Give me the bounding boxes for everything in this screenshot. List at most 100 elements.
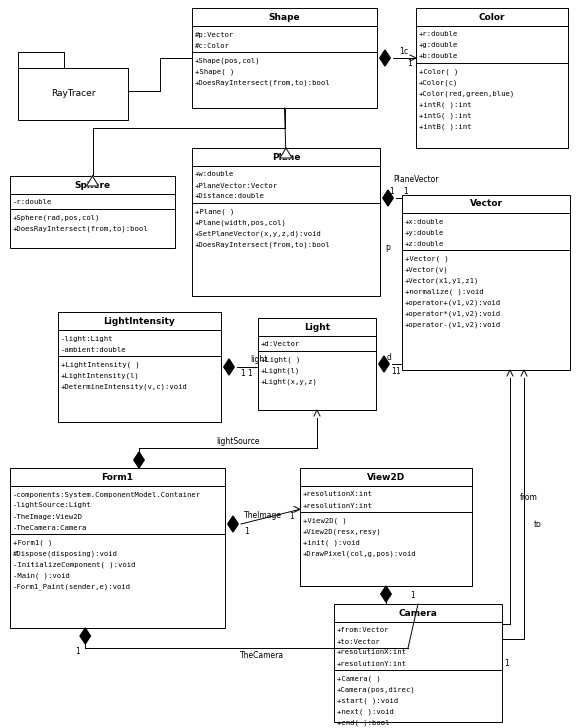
- Text: +DoesRayIntersect(from,to):bool: +DoesRayIntersect(from,to):bool: [195, 79, 331, 86]
- Polygon shape: [380, 50, 390, 66]
- Text: +r:double: +r:double: [419, 31, 458, 38]
- Text: +init( ):void: +init( ):void: [303, 539, 360, 546]
- Text: +Vector(v): +Vector(v): [405, 266, 449, 273]
- Text: 1: 1: [392, 366, 396, 376]
- Text: -components:System.ComponentModel.Container: -components:System.ComponentModel.Contai…: [13, 491, 201, 497]
- Text: TheImage: TheImage: [244, 510, 282, 520]
- Text: +Vector( ): +Vector( ): [405, 256, 449, 262]
- Text: Vector: Vector: [469, 199, 502, 208]
- Text: Color: Color: [479, 12, 505, 22]
- Text: Shape: Shape: [268, 12, 300, 22]
- Polygon shape: [10, 176, 175, 248]
- Polygon shape: [10, 468, 225, 628]
- Text: +y:double: +y:double: [405, 229, 444, 235]
- Text: +start( ):void: +start( ):void: [337, 697, 398, 704]
- Polygon shape: [402, 195, 570, 370]
- Text: +w:double: +w:double: [195, 172, 234, 178]
- Text: View2D: View2D: [367, 472, 405, 481]
- Text: +LightIntensity(l): +LightIntensity(l): [61, 372, 140, 379]
- Polygon shape: [18, 68, 128, 120]
- Text: c: c: [404, 47, 408, 57]
- Polygon shape: [379, 356, 389, 372]
- Polygon shape: [192, 148, 380, 296]
- Text: light: light: [251, 355, 268, 363]
- Text: 1: 1: [404, 186, 408, 196]
- Text: +Camera(pos,direc): +Camera(pos,direc): [337, 687, 416, 693]
- Text: 1: 1: [408, 60, 412, 68]
- Text: +to:Vector: +to:Vector: [337, 638, 381, 644]
- Text: +DetermineIntensity(v,c):void: +DetermineIntensity(v,c):void: [61, 383, 188, 389]
- Text: +g:double: +g:double: [419, 42, 458, 49]
- Text: +normalize( ):void: +normalize( ):void: [405, 288, 484, 295]
- Polygon shape: [300, 468, 472, 586]
- Text: -TheImage:View2D: -TheImage:View2D: [13, 513, 83, 520]
- Text: +Light( ): +Light( ): [261, 356, 300, 363]
- Text: +next( ):void: +next( ):void: [337, 708, 394, 715]
- Text: LightIntensity: LightIntensity: [104, 317, 175, 325]
- Text: +Light(l): +Light(l): [261, 367, 300, 373]
- Text: +DoesRayIntersect(from,to):bool: +DoesRayIntersect(from,to):bool: [13, 225, 149, 232]
- Text: -lightSource:Light: -lightSource:Light: [13, 502, 92, 508]
- Text: +z:double: +z:double: [405, 240, 444, 247]
- Text: +PlaneVector:Vector: +PlaneVector:Vector: [195, 183, 278, 189]
- Polygon shape: [416, 8, 568, 148]
- Text: +Distance:double: +Distance:double: [195, 194, 265, 199]
- Text: PlaneVector: PlaneVector: [393, 175, 439, 184]
- Text: +operator*(v1,v2):void: +operator*(v1,v2):void: [405, 310, 501, 317]
- Text: +intR( ):int: +intR( ):int: [419, 101, 472, 108]
- Text: +intG( ):int: +intG( ):int: [419, 112, 472, 119]
- Text: +x:double: +x:double: [405, 218, 444, 224]
- Text: 1: 1: [248, 370, 252, 379]
- Text: +resolutionY:int: +resolutionY:int: [303, 502, 373, 508]
- Polygon shape: [280, 148, 292, 158]
- Text: RayTracer: RayTracer: [51, 90, 95, 98]
- Text: #c:Color: #c:Color: [195, 42, 230, 49]
- Text: -Form1_Paint(sender,e):void: -Form1_Paint(sender,e):void: [13, 583, 131, 590]
- Text: Sphere: Sphere: [74, 181, 111, 189]
- Text: +View2D(resx,resy): +View2D(resx,resy): [303, 529, 382, 535]
- Polygon shape: [134, 452, 144, 468]
- Text: 1: 1: [411, 591, 415, 601]
- Text: TheCamera: TheCamera: [240, 652, 284, 660]
- Polygon shape: [224, 359, 234, 375]
- Text: -light:Light: -light:Light: [61, 336, 113, 341]
- Polygon shape: [192, 8, 377, 108]
- Polygon shape: [228, 516, 238, 532]
- Text: +SetPlaneVector(x,y,z,d):void: +SetPlaneVector(x,y,z,d):void: [195, 230, 322, 237]
- Text: -Main( ):void: -Main( ):void: [13, 572, 70, 579]
- Text: #p:Vector: #p:Vector: [195, 31, 234, 38]
- Text: 1: 1: [241, 370, 245, 379]
- Text: +DoesRayIntersect(from,to):bool: +DoesRayIntersect(from,to):bool: [195, 241, 331, 248]
- Text: 1: 1: [290, 512, 294, 521]
- Text: +Light(x,y,z): +Light(x,y,z): [261, 379, 318, 385]
- Text: 1: 1: [389, 186, 395, 196]
- Text: lightSource: lightSource: [216, 437, 260, 446]
- Polygon shape: [18, 52, 64, 68]
- Text: +resolutionX:int: +resolutionX:int: [303, 491, 373, 497]
- Text: +Color(c): +Color(c): [419, 79, 458, 86]
- Text: +d:Vector: +d:Vector: [261, 341, 300, 347]
- Text: Camera: Camera: [399, 609, 437, 617]
- Polygon shape: [334, 604, 502, 722]
- Text: 1: 1: [505, 660, 509, 668]
- Text: +Sphere(rad,pos,col): +Sphere(rad,pos,col): [13, 214, 100, 221]
- Text: +Color( ): +Color( ): [419, 68, 458, 75]
- Text: 1: 1: [396, 366, 400, 376]
- Text: +Color(red,green,blue): +Color(red,green,blue): [419, 90, 516, 97]
- Text: +Vector(x1,y1,z1): +Vector(x1,y1,z1): [405, 277, 479, 284]
- Text: 1: 1: [245, 526, 249, 536]
- Text: 1: 1: [400, 47, 404, 57]
- Text: -ambient:double: -ambient:double: [61, 347, 127, 352]
- Text: Form1: Form1: [101, 472, 134, 481]
- Text: +from:Vector: +from:Vector: [337, 628, 389, 633]
- Text: +intB( ):int: +intB( ):int: [419, 123, 472, 130]
- Text: +resolutionY:int: +resolutionY:int: [337, 660, 407, 667]
- Text: +Camera( ): +Camera( ): [337, 676, 381, 681]
- Polygon shape: [381, 586, 391, 602]
- Text: +operator-(v1,v2):void: +operator-(v1,v2):void: [405, 321, 501, 328]
- Polygon shape: [86, 176, 98, 186]
- Text: from: from: [520, 493, 538, 502]
- Text: p: p: [385, 243, 391, 253]
- Text: +DrawPixel(col,g,pos):void: +DrawPixel(col,g,pos):void: [303, 550, 417, 557]
- Text: +View2D( ): +View2D( ): [303, 518, 347, 523]
